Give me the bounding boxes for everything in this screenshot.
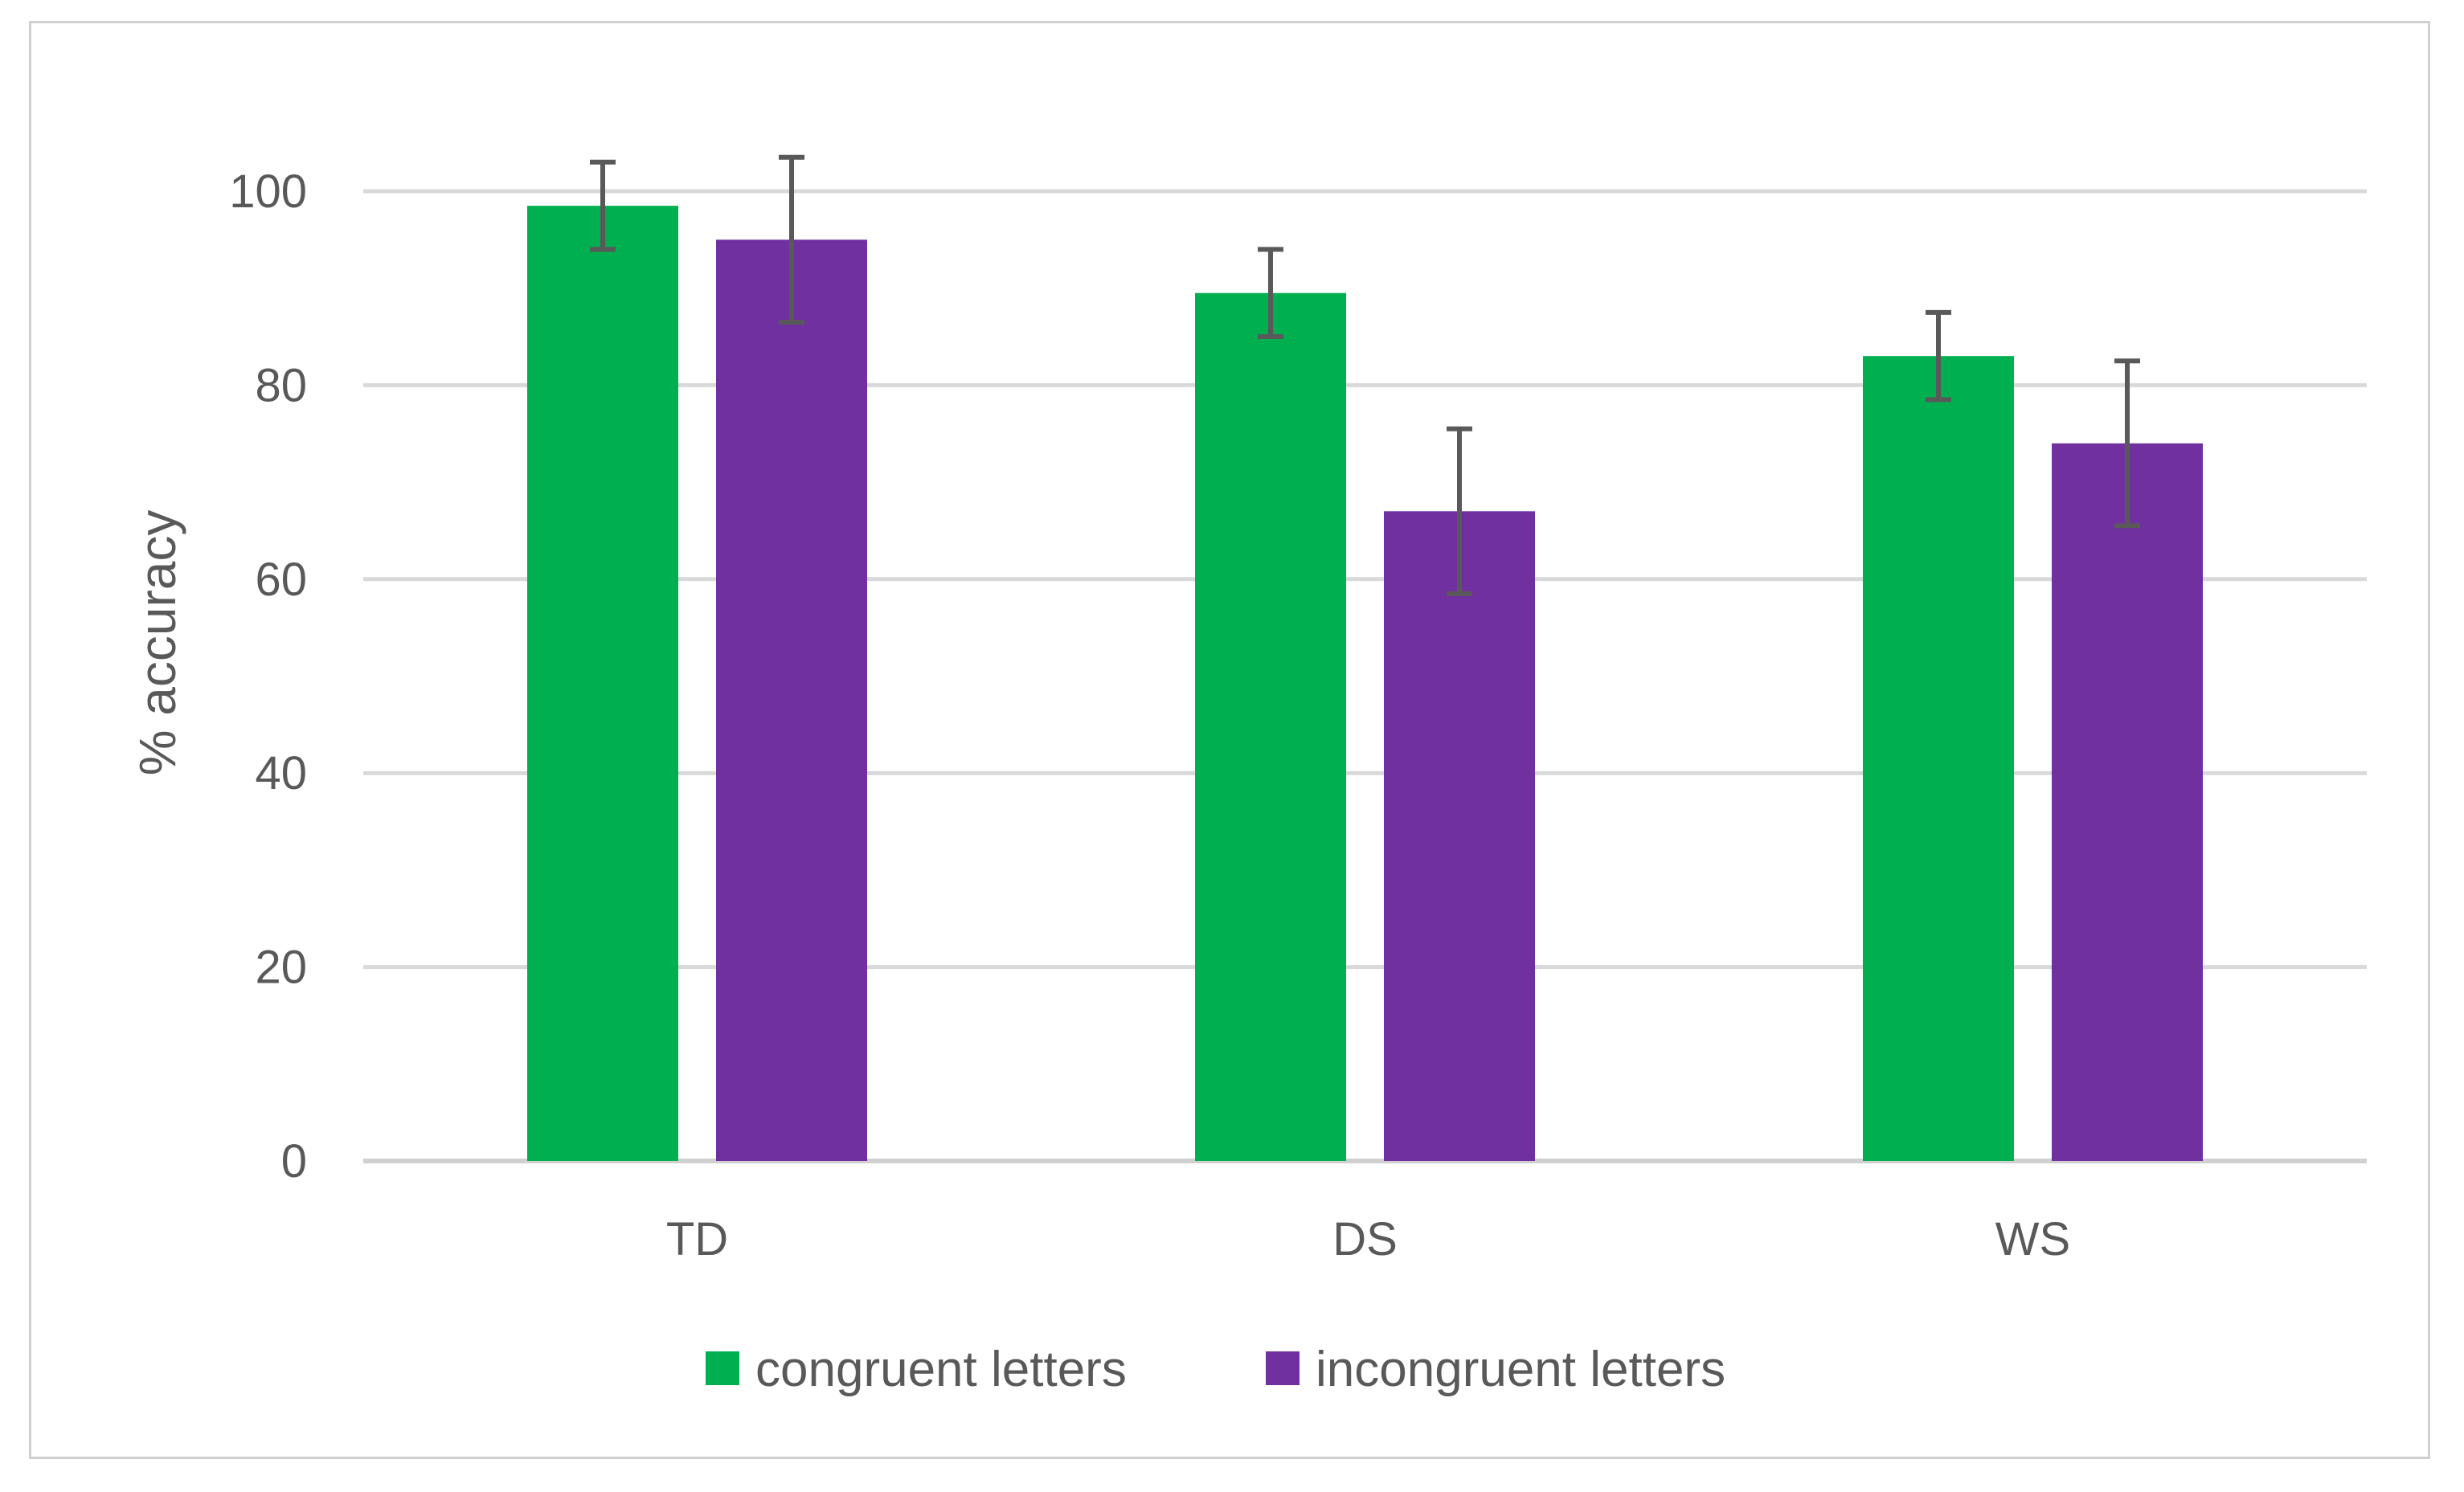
x-tick-label-ds: DS <box>1332 1213 1398 1265</box>
error-bars <box>590 154 2140 596</box>
y-tick-label-20: 20 <box>255 942 307 994</box>
y-axis-title: % accuracy <box>129 510 186 776</box>
error-bar-ws-incongruent-letters <box>2114 358 2140 529</box>
y-tick-label-80: 80 <box>255 359 307 411</box>
error-bar-td-incongruent-letters <box>779 154 804 325</box>
x-axis-ticks: TD DS WS <box>666 1213 2070 1265</box>
y-tick-label-100: 100 <box>229 166 307 218</box>
legend-swatch <box>1266 1351 1300 1385</box>
legend-item-incongruent-letters: incongruent letters <box>1266 1342 1725 1397</box>
bar-td-congruent-letters <box>527 206 678 1162</box>
bar-td-incongruent-letters <box>716 239 867 1162</box>
legend-label: incongruent letters <box>1316 1342 1725 1397</box>
error-bar-ws-congruent-letters <box>1926 309 1951 403</box>
y-axis-ticks: 0 20 40 60 80 100 <box>229 166 307 1187</box>
y-tick-label-0: 0 <box>281 1135 307 1187</box>
bar-ds-congruent-letters <box>1195 292 1346 1161</box>
error-bar-td-congruent-letters <box>590 159 616 252</box>
legend: congruent letters incongruent letters <box>706 1342 1725 1397</box>
error-bar-ds-congruent-letters <box>1258 247 1283 340</box>
bar-ws-incongruent-letters <box>2052 443 2203 1161</box>
bars <box>527 206 2203 1162</box>
error-bar-ds-incongruent-letters <box>1447 426 1472 596</box>
x-tick-label-ws: WS <box>1995 1213 2070 1265</box>
legend-swatch <box>706 1351 739 1385</box>
x-tick-label-td: TD <box>666 1213 728 1265</box>
legend-item-congruent-letters: congruent letters <box>706 1342 1127 1397</box>
y-tick-label-60: 60 <box>255 554 307 606</box>
y-tick-label-40: 40 <box>255 747 307 799</box>
gridlines <box>363 189 2367 1163</box>
bar-ds-incongruent-letters <box>1384 511 1535 1161</box>
bar-ws-congruent-letters <box>1863 356 2014 1161</box>
legend-label: congruent letters <box>755 1342 1127 1397</box>
